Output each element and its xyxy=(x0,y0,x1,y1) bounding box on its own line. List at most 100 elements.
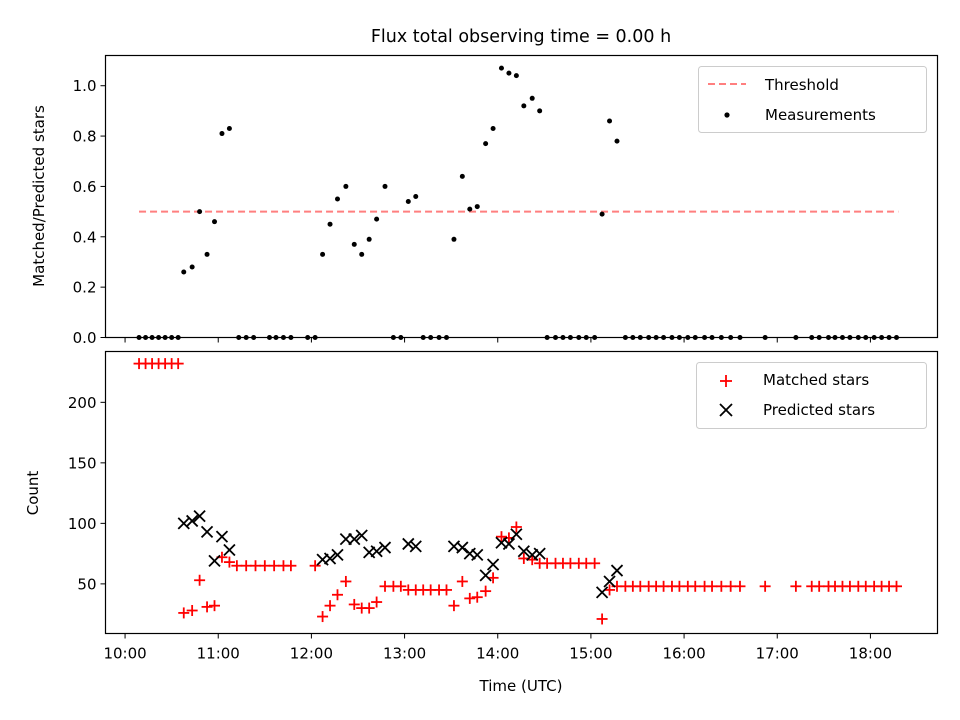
predicted-star-point xyxy=(603,575,616,588)
measurement-point xyxy=(382,183,388,189)
measurement-point xyxy=(413,194,419,199)
bottom-axes-ticks: 50 100 150 200 10:00 11:00 12:00 13:00 14:00 15:0… xyxy=(68,394,892,663)
x-tick-label: 14:00 xyxy=(476,645,519,663)
matched-star-point xyxy=(231,560,243,572)
measurement-point xyxy=(614,138,620,144)
matched-star-point xyxy=(440,584,452,596)
predicted-star-point xyxy=(215,530,229,543)
measurement-point xyxy=(483,141,489,147)
matched-star-point xyxy=(471,591,483,603)
matched-star-point xyxy=(689,580,701,592)
predicted-legend-swatch xyxy=(719,403,733,417)
measurement-point xyxy=(334,196,340,202)
matched-star-point xyxy=(201,601,213,613)
matched-star-point xyxy=(285,560,297,572)
x-tick-label: 12:00 xyxy=(290,645,333,663)
matched-star-point xyxy=(194,574,206,586)
matched-star-point xyxy=(395,580,407,592)
matched-legend-label: Matched stars xyxy=(763,371,869,389)
measurement-point xyxy=(366,236,372,242)
predicted-star-point xyxy=(510,528,523,541)
predicted-star-point xyxy=(223,543,236,557)
predicted-star-point xyxy=(186,514,199,528)
matched-star-point xyxy=(268,560,280,572)
measurement-point xyxy=(474,204,480,210)
predicted-star-point xyxy=(471,548,484,561)
predicted-star-point xyxy=(479,569,492,582)
measurement-point xyxy=(226,126,232,132)
predicted-star-point xyxy=(610,564,624,577)
predicted-star-point xyxy=(348,532,361,546)
matched-star-point xyxy=(589,557,601,569)
matched-star-point xyxy=(331,589,343,601)
measurement-point xyxy=(529,95,535,101)
predicted-star-point xyxy=(409,540,422,553)
predicted-star-point xyxy=(378,541,392,554)
bottom-plot-frame xyxy=(104,350,939,635)
top-panel: Flux total observing time = 0.00 h 0.0 0.… xyxy=(30,27,939,347)
predicted-star-point xyxy=(323,552,337,565)
measurement-point xyxy=(537,108,543,114)
bottom-legend-box xyxy=(696,362,927,429)
measurement-point xyxy=(320,251,326,257)
bottom-y-tick-label: 150 xyxy=(68,454,97,472)
measurement-point xyxy=(521,103,527,109)
predicted-legend-label: Predicted stars xyxy=(763,401,875,419)
measurements-legend-swatch xyxy=(724,112,730,118)
predicted-star-point xyxy=(533,547,546,560)
x-tick-label: 15:00 xyxy=(569,645,612,663)
x-tick-label: 11:00 xyxy=(197,645,240,663)
matched-star-point xyxy=(240,560,252,572)
matched-star-point xyxy=(480,585,492,597)
predicted-star-point xyxy=(355,529,368,542)
measurement-point xyxy=(405,199,411,205)
top-axes-ticks: 0.0 0.2 0.4 0.6 0.8 1.0 xyxy=(73,77,871,347)
x-tick-label: 10:00 xyxy=(103,645,146,663)
matched-star-point xyxy=(172,358,184,370)
measurement-point xyxy=(204,251,210,257)
matched-star-point xyxy=(456,575,468,587)
matched-star-point xyxy=(464,592,476,604)
matched-star-point xyxy=(715,580,727,592)
x-tick-label: 18:00 xyxy=(849,645,892,663)
matched-star-point xyxy=(495,531,507,543)
matched-star-point xyxy=(186,605,198,617)
measurement-point xyxy=(506,70,512,76)
measurement-point xyxy=(189,264,195,270)
predicted-star-point xyxy=(177,517,190,530)
top-y-axis-label: Matched/Predicted stars xyxy=(30,105,48,287)
predicted-star-point xyxy=(402,537,415,551)
top-y-tick-label: 0.8 xyxy=(73,128,97,146)
x-axis-label: Time (UTC) xyxy=(479,677,563,695)
top-legend: Threshold Measurements xyxy=(698,66,927,133)
matched-star-point xyxy=(604,584,616,596)
measurement-point xyxy=(351,241,357,247)
top-y-tick-label: 0.2 xyxy=(73,279,97,297)
matched-star-point xyxy=(510,521,522,533)
predicted-star-point xyxy=(208,554,221,568)
bottom-y-axis-label: Count xyxy=(24,471,42,516)
measurement-point xyxy=(181,269,187,275)
matched-star-point xyxy=(317,611,329,623)
x-tick-label: 13:00 xyxy=(383,645,426,663)
x-tick-label: 16:00 xyxy=(662,645,705,663)
measurement-point xyxy=(459,173,465,179)
measurement-point xyxy=(599,211,605,217)
measurement-point xyxy=(212,219,218,225)
top-y-tick-label: 0.0 xyxy=(73,329,97,347)
bottom-legend: Matched stars Predicted stars xyxy=(696,362,927,429)
measurement-point xyxy=(607,118,613,124)
matched-star-point xyxy=(250,560,262,572)
matched-star-point xyxy=(363,602,375,614)
measurement-point xyxy=(451,236,457,242)
predicted-star-point xyxy=(370,545,383,558)
predicted-star-point xyxy=(456,541,469,554)
top-legend-box xyxy=(698,66,927,133)
bottom-y-tick-label: 200 xyxy=(68,394,97,412)
matched-star-point xyxy=(706,580,718,592)
measurement-point xyxy=(197,209,203,215)
chart-title: Flux total observing time = 0.00 h xyxy=(371,27,671,47)
top-y-tick-label: 0.4 xyxy=(73,228,97,246)
bottom-y-tick-label: 100 xyxy=(68,515,97,533)
matched-star-point xyxy=(891,580,903,592)
